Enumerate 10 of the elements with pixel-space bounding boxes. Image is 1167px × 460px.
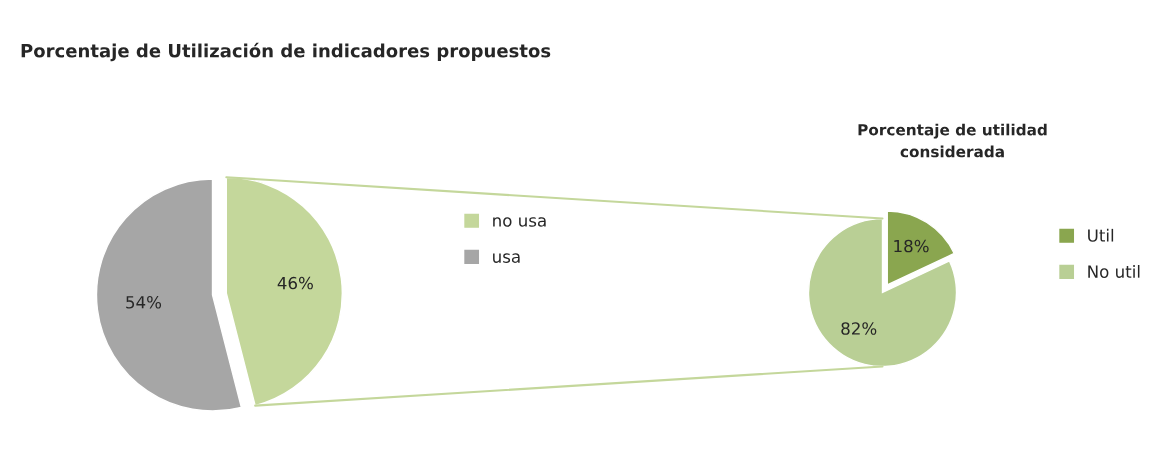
data-label: 46% (277, 276, 313, 290)
legend-label: Util (1088, 228, 1114, 242)
chart-title: Porcentaje de utilidad considerada (858, 123, 1047, 158)
legend-label: no usa (493, 217, 546, 227)
legend-label: usa (493, 253, 520, 263)
data-label: 82% (841, 322, 877, 335)
data-label: 54% (126, 295, 162, 309)
chart-title: Porcentaje de Utilización de indicadores propuestos (21, 42, 551, 62)
legend-label: No util (1088, 265, 1140, 278)
data-label: 18% (894, 239, 929, 253)
